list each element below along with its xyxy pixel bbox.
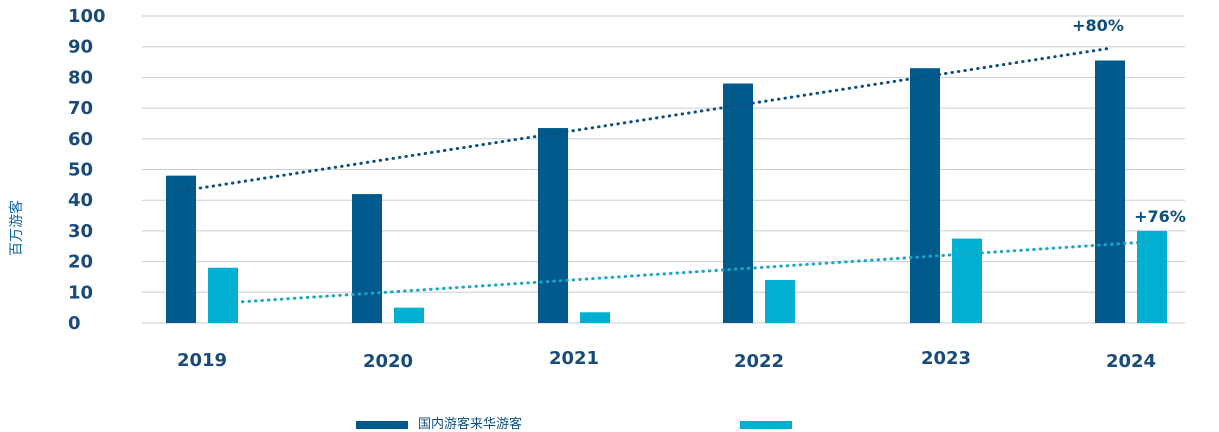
y-tick-label: 80 (68, 67, 93, 88)
x-axis-ticks: 2019 2020 2021 2022 2023 2024 (177, 348, 1156, 372)
x-tick-label: 2023 (921, 348, 971, 369)
bar-2 (765, 280, 795, 323)
y-tick-label: 50 (68, 160, 93, 181)
y-tick-label: 90 (68, 37, 93, 58)
y-tick-label: 10 (68, 282, 93, 303)
bar-1 (910, 68, 940, 323)
bar-1 (723, 83, 753, 323)
y-tick-label: 0 (68, 313, 81, 334)
x-tick-label: 2019 (177, 350, 227, 371)
y-axis-ticks: 0 10 20 30 40 50 60 70 80 90 100 (68, 6, 106, 334)
x-tick-label: 2020 (363, 351, 413, 372)
bars (166, 60, 1167, 323)
y-tick-label: 100 (68, 6, 106, 27)
legend-swatch (740, 421, 792, 429)
y-tick-label: 30 (68, 221, 93, 242)
x-tick-label: 2022 (734, 351, 784, 372)
y-axis-label: 百万游客 (8, 200, 25, 256)
x-tick-label: 2024 (1106, 351, 1156, 372)
bar-2 (952, 238, 982, 323)
trendlines (179, 46, 1154, 305)
y-tick-label: 40 (68, 190, 93, 211)
x-tick-label: 2021 (549, 348, 599, 369)
legend-swatch (356, 421, 408, 429)
bar-1 (1095, 60, 1125, 323)
trendline (179, 46, 1112, 193)
annotation-label: +80% (1072, 16, 1124, 35)
y-tick-label: 20 (68, 252, 93, 273)
legend: 国内游客来华游客 (356, 416, 792, 432)
trendline (221, 240, 1154, 305)
legend-label: 国内游客来华游客 (418, 416, 522, 432)
bar-1 (352, 194, 382, 323)
y-tick-label: 70 (68, 98, 93, 119)
bar-1 (166, 175, 196, 323)
annotation-label: +76% (1134, 207, 1186, 226)
bar-2 (394, 307, 424, 323)
annotations: +80% +76% (1072, 16, 1186, 226)
bar-2 (580, 312, 610, 323)
y-tick-label: 60 (68, 129, 93, 150)
bar-2 (1137, 230, 1167, 323)
bar-1 (538, 128, 568, 323)
bar-2 (208, 267, 238, 323)
